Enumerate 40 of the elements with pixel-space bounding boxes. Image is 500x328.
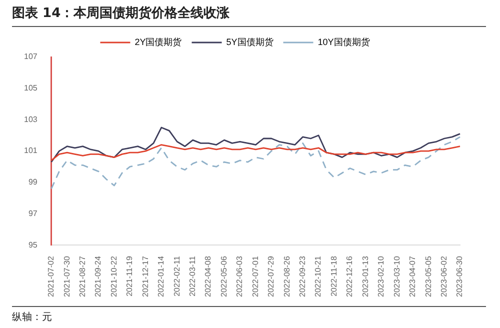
x-tick-label: 2022-02-11 xyxy=(172,256,182,296)
x-tick-label: 2022-04-08 xyxy=(204,256,213,297)
x-tick-label: 2023-01-13 xyxy=(360,256,370,297)
x-tick-label: 2022-07-29 xyxy=(266,256,276,297)
x-tick-label: 2022-11-18 xyxy=(329,256,338,296)
legend-label: 2Y国债期货 xyxy=(134,36,182,47)
y-tick-label: 107 xyxy=(24,52,38,62)
x-tick-label: 2021-09-24 xyxy=(94,256,103,297)
x-tick-label: 2021-12-17 xyxy=(140,256,150,297)
line-series xyxy=(50,136,461,190)
x-tick-label: 2021-08-27 xyxy=(78,256,87,297)
x-tick-label: 2021-10-22 xyxy=(109,256,118,297)
x-tick-label: 2021-11-19 xyxy=(125,256,134,296)
x-tick-label: 2023-03-10 xyxy=(392,256,402,297)
x-tick-label: 2023-05-05 xyxy=(424,256,433,297)
x-tick-label: 2023-04-07 xyxy=(408,256,418,297)
x-tick-label: 2021-07-30 xyxy=(62,256,72,297)
x-tick-label: 2022-12-16 xyxy=(345,256,354,297)
y-tick-label: 103 xyxy=(24,114,38,124)
x-tick-label: 2022-06-03 xyxy=(235,256,244,297)
x-tick-label: 2022-10-21 xyxy=(314,256,323,297)
x-tick-label: 2022-08-26 xyxy=(282,256,292,297)
x-tick-label: 2021-07-02 xyxy=(46,256,56,297)
y-tick-label: 101 xyxy=(24,146,38,156)
x-tick-label: 2022-09-23 xyxy=(298,256,308,297)
legend-label: 5Y国债期货 xyxy=(226,36,274,47)
x-tick-label: 2023-06-30 xyxy=(455,256,464,297)
x-tick-label: 2022-05-06 xyxy=(219,256,228,297)
legend-label: 10Y国债期货 xyxy=(318,36,370,47)
y-tick-label: 99 xyxy=(28,178,38,187)
x-tick-label: 2022-03-11 xyxy=(188,256,198,296)
text: 纵轴：元 xyxy=(12,306,486,324)
x-tick-label: 2022-01-14 xyxy=(156,256,166,297)
x-tick-label: 2023-06-02 xyxy=(439,256,448,297)
y-tick-label: 105 xyxy=(24,84,38,93)
chart-title: 图表 14：本周国债期货价格全线收涨 xyxy=(12,4,486,27)
x-tick-label: 2022-07-01 xyxy=(250,256,260,297)
x-tick-label: 2023-02-10 xyxy=(376,256,386,297)
y-tick-label: 95 xyxy=(28,240,38,250)
y-tick-label: 97 xyxy=(28,208,38,218)
